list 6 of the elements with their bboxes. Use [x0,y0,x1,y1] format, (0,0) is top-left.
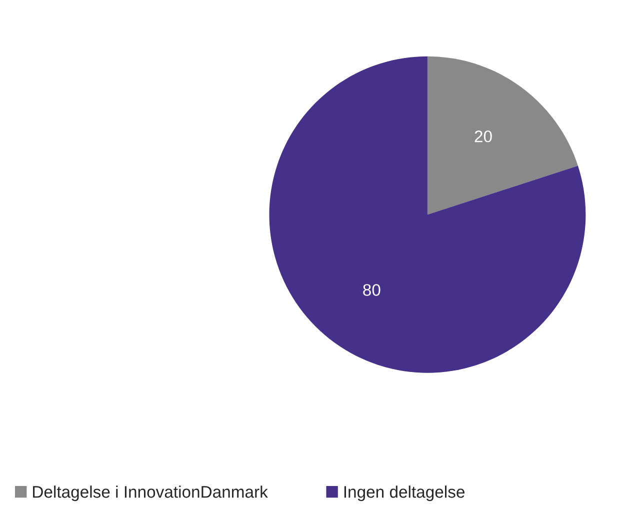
data-label: 20 [474,130,492,142]
legend-label: Deltagelse i InnovationDanmark [33,486,268,502]
pie-slice [427,56,578,215]
data-label: 80 [363,284,380,296]
pie-slice [269,56,586,373]
legend-label: Ingen deltagelse [344,486,464,502]
